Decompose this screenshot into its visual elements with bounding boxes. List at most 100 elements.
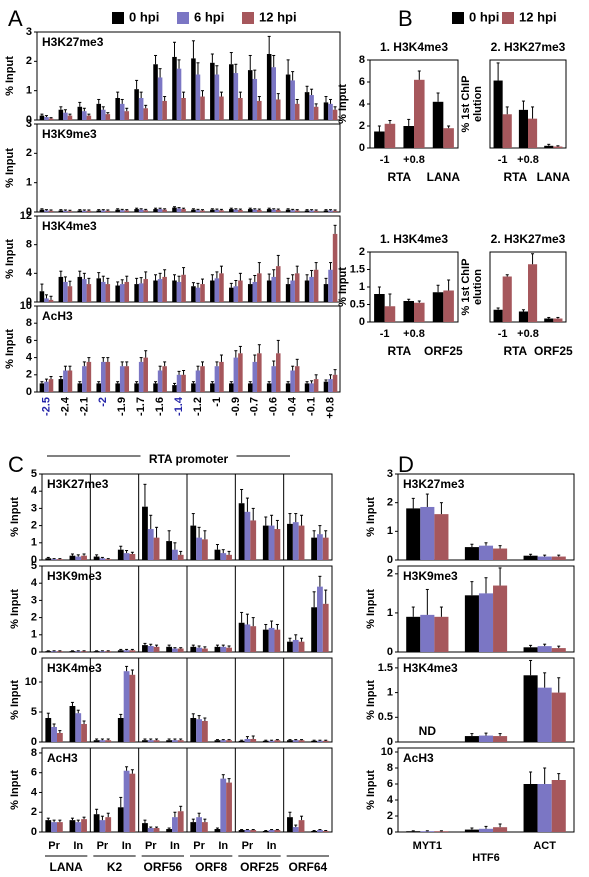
subplot-title: H3K4me3	[47, 661, 102, 675]
bar	[56, 651, 63, 652]
y-tick-label: 2	[387, 810, 393, 822]
bar	[105, 114, 111, 120]
bar	[200, 284, 205, 302]
bar	[123, 650, 130, 652]
x-tick-label: MYT1	[413, 840, 442, 852]
bar	[252, 361, 258, 392]
bar	[332, 109, 338, 120]
y-tick-label: 0	[387, 646, 393, 658]
bar	[537, 556, 552, 560]
bar	[292, 639, 299, 652]
bar	[233, 286, 239, 302]
y-tick-label: 2	[31, 612, 37, 624]
y-tick-label: 5	[31, 560, 37, 572]
subplot-title: 1. H3K4me3	[380, 232, 448, 246]
bar	[63, 281, 68, 302]
bar	[434, 616, 449, 652]
x-tick-label: -1	[211, 397, 223, 407]
bar	[190, 822, 197, 832]
bar	[294, 210, 300, 212]
bar	[266, 54, 272, 120]
bar	[287, 523, 293, 560]
y-axis-label: % Input	[4, 56, 16, 96]
y-tick-label: 1	[26, 85, 32, 97]
bar	[172, 207, 177, 212]
bar	[214, 209, 220, 212]
bar	[275, 209, 281, 212]
y-axis-label: % Input	[4, 329, 16, 369]
bar	[105, 740, 112, 742]
group-label: LANA	[50, 860, 84, 874]
y-tick-label: 1	[387, 686, 393, 698]
bar	[478, 828, 494, 832]
y-axis-label: elution	[472, 269, 484, 305]
bar	[262, 740, 269, 742]
y-axis-label: elution	[472, 86, 484, 122]
bar	[201, 822, 208, 832]
bar	[384, 123, 396, 148]
bar	[551, 692, 566, 742]
bar	[45, 558, 52, 560]
bar	[117, 807, 124, 832]
value-label: ND	[419, 724, 437, 738]
x-tick-label: In	[73, 840, 83, 852]
y-tick-label: 2	[26, 147, 32, 159]
y-tick-label: 4	[387, 794, 394, 806]
bar	[250, 739, 257, 742]
y-tick-label: 1	[26, 177, 32, 189]
bar	[82, 366, 87, 392]
bar	[298, 641, 305, 652]
bar	[39, 291, 45, 302]
bar	[67, 211, 73, 212]
legend-swatch	[502, 12, 514, 24]
bar	[153, 646, 160, 652]
x-tick-label: -2.1	[78, 397, 90, 416]
bar	[69, 706, 76, 742]
bar	[313, 210, 319, 212]
bar	[51, 727, 57, 742]
y-tick-label: 3	[387, 468, 393, 480]
bar	[63, 210, 68, 212]
x-tick-label: -0.4	[287, 396, 299, 416]
bar	[105, 651, 112, 652]
y-tick-label: 0	[26, 114, 32, 126]
bar	[244, 624, 251, 652]
bar	[56, 822, 63, 832]
bar	[214, 549, 221, 560]
bar	[432, 292, 444, 322]
x-tick-label: -1.7	[135, 397, 147, 416]
bar	[298, 740, 305, 742]
bar	[220, 553, 227, 560]
y-axis-label: % Input	[4, 148, 16, 188]
bar	[332, 233, 338, 302]
bar	[81, 651, 87, 652]
bar	[196, 719, 202, 742]
bar	[285, 209, 291, 212]
plot-frame	[36, 215, 341, 303]
y-tick-label: 5	[31, 468, 37, 480]
x-tick-label: -2.4	[59, 396, 71, 416]
y-axis-label: % Input	[365, 770, 377, 810]
x-tick-label: -0.7	[249, 397, 261, 416]
bar	[238, 98, 243, 120]
y-axis-label: % Input	[337, 267, 349, 307]
bar	[58, 109, 64, 120]
bar	[214, 646, 221, 652]
panel-letter: C	[8, 452, 24, 477]
bar	[172, 56, 177, 120]
bar	[67, 370, 73, 392]
bar	[304, 280, 310, 302]
bar	[75, 822, 82, 832]
bar	[119, 366, 125, 392]
bar	[51, 822, 57, 832]
bar	[44, 210, 49, 212]
group-label: LANA	[537, 170, 571, 184]
bar	[124, 210, 130, 212]
bar	[537, 687, 552, 742]
bar	[275, 353, 281, 392]
bar	[523, 555, 538, 560]
bar	[63, 370, 68, 392]
bar	[93, 651, 100, 652]
x-tick-label: In	[170, 840, 180, 852]
bar	[323, 102, 329, 120]
